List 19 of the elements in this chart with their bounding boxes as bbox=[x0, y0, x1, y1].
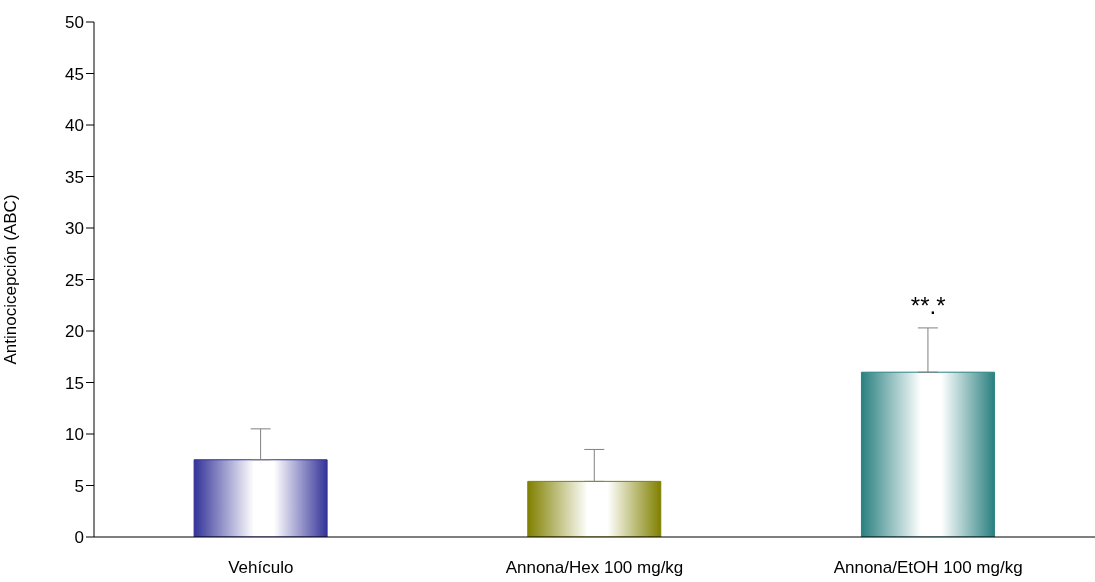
y-tick-label: 10 bbox=[65, 425, 84, 445]
x-tick-label: Vehículo bbox=[228, 558, 294, 578]
annotation: **.* bbox=[910, 291, 946, 319]
bar bbox=[193, 459, 328, 537]
y-tick-label: 30 bbox=[65, 219, 84, 239]
y-tick-label: 50 bbox=[65, 13, 84, 33]
y-tick-label: 15 bbox=[65, 373, 84, 393]
x-tick-label: Annona/Hex 100 mg/kg bbox=[505, 558, 684, 578]
bar bbox=[527, 480, 662, 537]
y-axis-title: Antinocicepción (ABC) bbox=[1, 194, 21, 365]
bar bbox=[860, 371, 995, 537]
y-tick-label: 45 bbox=[65, 64, 84, 84]
y-tick-label: 5 bbox=[74, 476, 84, 496]
y-tick-label: 40 bbox=[65, 116, 84, 136]
y-tick-label: 25 bbox=[65, 270, 84, 290]
y-tick-label: 35 bbox=[65, 167, 84, 187]
y-tick-label: 0 bbox=[74, 528, 84, 548]
y-tick-label: 20 bbox=[65, 322, 84, 342]
x-tick-label: Annona/EtOH 100 mg/kg bbox=[833, 558, 1023, 578]
